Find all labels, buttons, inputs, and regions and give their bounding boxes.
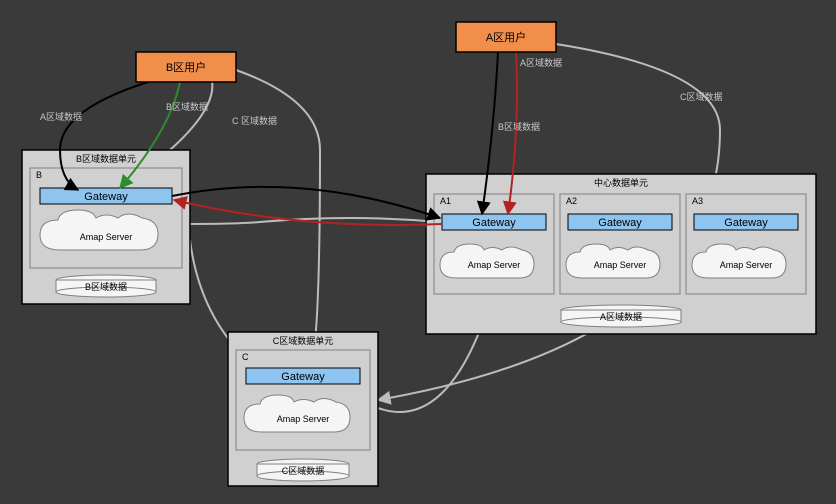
diagram-canvas: B区域数据单元 B Gateway Amap Server B区域数据 C区域数… <box>0 0 836 504</box>
edge-b-to-a1-black <box>172 187 440 218</box>
server-a1-label: Amap Server <box>468 260 521 270</box>
a1-label: A1 <box>440 196 451 206</box>
gateway-a3-label: Gateway <box>724 217 768 229</box>
unit-b-inner-label: B <box>36 170 42 180</box>
a2-label: A2 <box>566 196 577 206</box>
label-b-c: C 区域数据 <box>232 115 277 126</box>
unit-c-inner-label: C <box>242 352 249 362</box>
gateway-a2-label: Gateway <box>598 217 642 229</box>
label-a-a: A区域数据 <box>520 57 562 68</box>
unit-center-title: 中心数据单元 <box>594 177 648 188</box>
server-a2-label: Amap Server <box>594 260 647 270</box>
label-a-b: B区域数据 <box>498 121 540 132</box>
db-c: C区域数据 <box>257 459 349 481</box>
unit-c-title: C区域数据单元 <box>273 335 334 346</box>
server-c-label: Amap Server <box>277 414 330 424</box>
gateway-a1-label: Gateway <box>472 217 516 229</box>
server-b-label: Amap Server <box>80 232 133 242</box>
user-a: A区用户 <box>456 22 556 52</box>
db-center: A区域数据 <box>561 305 681 327</box>
gateway-b-label: Gateway <box>84 191 128 203</box>
user-b-label: B区用户 <box>166 60 206 74</box>
label-b-b: B区域数据 <box>166 101 208 112</box>
unit-b-title: B区域数据单元 <box>76 153 136 164</box>
label-a-c: C区域数据 <box>680 91 723 102</box>
a3-label: A3 <box>692 196 703 206</box>
server-a3-label: Amap Server <box>720 260 773 270</box>
edge-a1-to-b-red <box>174 200 442 225</box>
db-b-label: B区域数据 <box>85 281 127 292</box>
gateway-c-label: Gateway <box>281 371 325 383</box>
label-b-a: A区域数据 <box>40 111 82 122</box>
unit-b: B区域数据单元 B Gateway Amap Server B区域数据 <box>22 150 190 304</box>
db-c-label: C区域数据 <box>282 465 325 476</box>
db-b: B区域数据 <box>56 275 156 297</box>
user-a-label: A区用户 <box>486 30 526 44</box>
unit-c: C区域数据单元 C Gateway Amap Server C区域数据 <box>228 332 378 486</box>
user-b: B区用户 <box>136 52 236 82</box>
db-center-label: A区域数据 <box>600 311 642 322</box>
